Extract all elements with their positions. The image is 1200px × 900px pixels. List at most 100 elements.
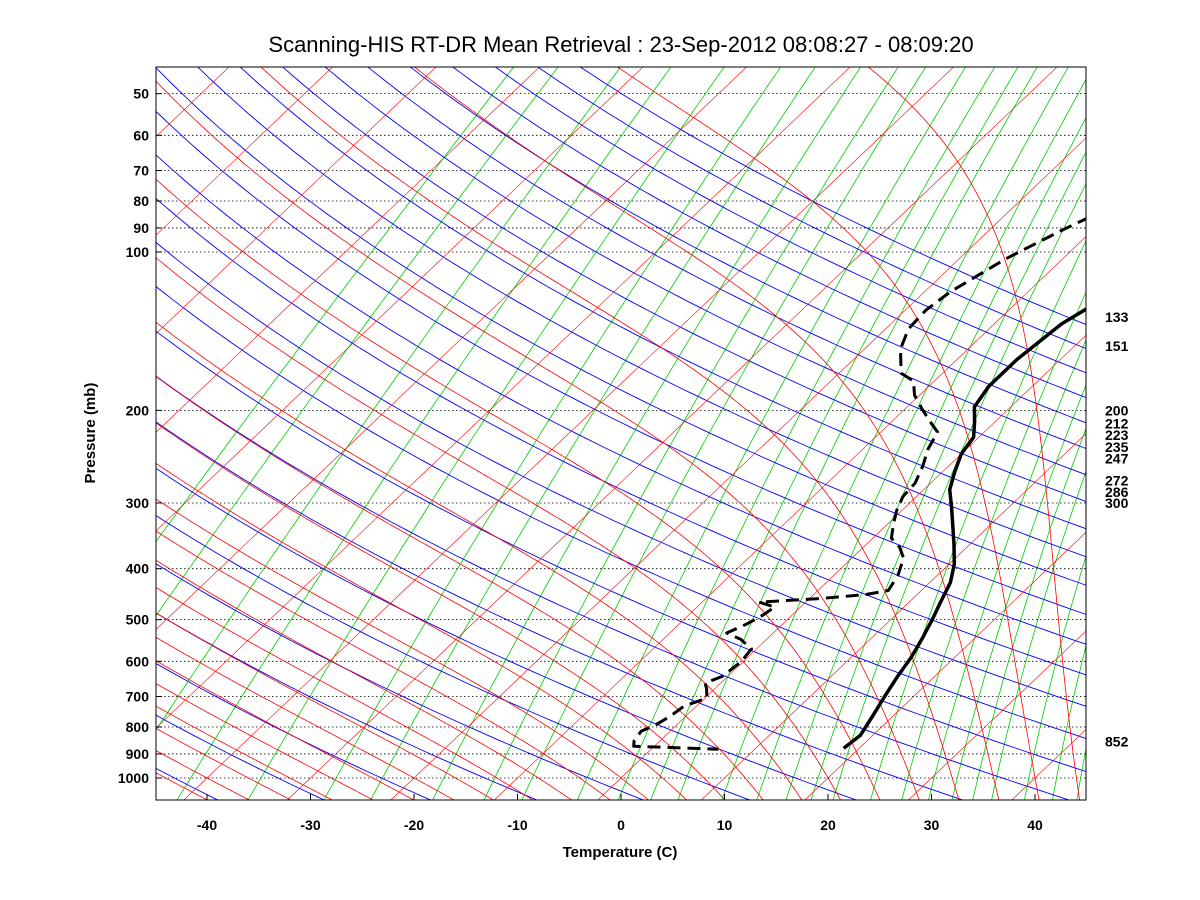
axes: -40 -30 -20 -10 0 10 20 30 40 50 60 70 80 90 100 200 300… xyxy=(118,86,1129,833)
moist-adiabat xyxy=(616,67,1040,800)
moist-adiabat xyxy=(156,321,803,800)
y-tick-label: 60 xyxy=(133,127,149,143)
right-pressure-label: 212 xyxy=(1105,416,1129,432)
moist-adiabat xyxy=(156,727,291,800)
mixing-ratio-line xyxy=(521,67,927,800)
isotherm xyxy=(908,630,1086,800)
dry-adiabat xyxy=(156,197,1086,676)
isotherm xyxy=(156,67,437,335)
x-tick-label: 0 xyxy=(617,817,625,833)
mixing-ratio-line xyxy=(870,239,1086,800)
dry-adiabat xyxy=(452,67,1086,399)
dry-adiabat xyxy=(494,67,1086,374)
right-pressure-label: 133 xyxy=(1105,309,1129,325)
isotherm xyxy=(804,531,1086,800)
y-tick-label: 1000 xyxy=(118,770,149,786)
mixing-ratio-line xyxy=(650,67,1019,800)
moist-adiabat xyxy=(156,750,249,800)
right-pressure-label: 223 xyxy=(1105,427,1129,443)
dry-adiabat xyxy=(324,67,1086,476)
moist-adiabat xyxy=(156,462,687,800)
moist-adiabat xyxy=(156,376,764,800)
dry-adiabat xyxy=(156,563,643,800)
x-tick-label: 30 xyxy=(924,817,940,833)
isotherm xyxy=(287,67,1058,800)
y-tick-label: 300 xyxy=(126,495,150,511)
y-tick-label: 800 xyxy=(126,719,150,735)
mixing-ratio-line xyxy=(176,67,672,800)
mixing-ratio-line xyxy=(951,383,1086,800)
mixing-ratio-line xyxy=(1024,554,1086,800)
mixing-ratio-line xyxy=(156,67,515,543)
mixing-ratio-line xyxy=(928,338,1086,800)
y-tick-label: 900 xyxy=(126,746,150,762)
dry-adiabat xyxy=(579,67,1086,326)
x-tick-label: 20 xyxy=(820,817,836,833)
dry-adiabat xyxy=(367,67,1086,450)
isotherm xyxy=(183,67,954,800)
mixing-ratio-line xyxy=(1052,644,1086,800)
moist-adiabat xyxy=(156,636,454,800)
moist-adiabat xyxy=(156,498,649,800)
mixing-ratio-line xyxy=(756,78,1086,800)
y-tick-label: 700 xyxy=(126,689,150,705)
moist-adiabat xyxy=(156,612,494,800)
mixing-ratio-line xyxy=(785,116,1086,800)
x-tick-label: -10 xyxy=(507,817,527,833)
isotherm xyxy=(156,67,540,433)
right-pressure-label: 235 xyxy=(1105,439,1129,455)
moist-adiabat xyxy=(156,257,841,800)
mixing-ratio-line xyxy=(432,67,862,800)
dry-adiabat xyxy=(156,154,1086,645)
y-tick-label: 200 xyxy=(126,402,150,418)
moist-adiabat xyxy=(156,660,414,800)
dry-adiabat xyxy=(156,612,537,800)
moist-adiabat xyxy=(156,683,373,800)
dewpoint-profile xyxy=(632,217,1086,751)
moist-adiabat xyxy=(867,67,1080,800)
dry-adiabat xyxy=(156,286,1086,739)
y-tick-label: 400 xyxy=(126,561,150,577)
moist-adiabat xyxy=(156,530,610,800)
x-tick-label: 10 xyxy=(717,817,733,833)
x-tick-label: 40 xyxy=(1027,817,1043,833)
y-tick-label: 500 xyxy=(126,612,150,628)
right-pressure-label: 286 xyxy=(1105,484,1129,500)
dry-adiabat xyxy=(239,67,1086,530)
x-tick-label: -30 xyxy=(300,817,320,833)
right-pressure-label: 272 xyxy=(1105,473,1129,489)
x-tick-label: -40 xyxy=(197,817,217,833)
isotherm xyxy=(494,236,1086,800)
moist-adiabat xyxy=(156,178,881,800)
dry-adiabat xyxy=(156,241,1086,707)
moist-adiabat xyxy=(260,67,960,800)
moist-adiabat xyxy=(156,559,572,800)
isotherm xyxy=(156,67,747,630)
mixing-ratio-line xyxy=(721,67,1069,800)
isotherm xyxy=(701,433,1086,800)
mixing-ratio-line xyxy=(247,67,725,800)
moist-adiabat xyxy=(156,587,533,800)
y-tick-label: 100 xyxy=(126,244,150,260)
y-tick-label: 70 xyxy=(133,163,149,179)
mixing-ratio-line xyxy=(156,67,622,731)
y-tick-label: 50 xyxy=(133,86,149,102)
x-axis-label: Temperature (C) xyxy=(563,844,678,861)
mixing-ratio-line xyxy=(617,67,996,800)
mixing-ratio-line xyxy=(972,427,1086,800)
dry-adiabat xyxy=(536,67,1086,349)
dry-adiabat xyxy=(156,421,962,800)
dry-adiabat xyxy=(156,515,750,800)
dry-adiabat xyxy=(156,375,1069,800)
moist-adiabat xyxy=(156,422,725,800)
isotherm xyxy=(597,334,1086,800)
moist-adiabat xyxy=(156,705,332,800)
mixing-ratio-line xyxy=(156,67,559,617)
dry-adiabat xyxy=(282,67,1086,502)
y-tick-label: 90 xyxy=(133,220,149,236)
mixing-ratio-line xyxy=(370,67,816,800)
chart-title: Scanning-HIS RT-DR Mean Retrieval : 23-S… xyxy=(268,32,973,57)
y-axis-label: Pressure (mb) xyxy=(82,383,99,484)
